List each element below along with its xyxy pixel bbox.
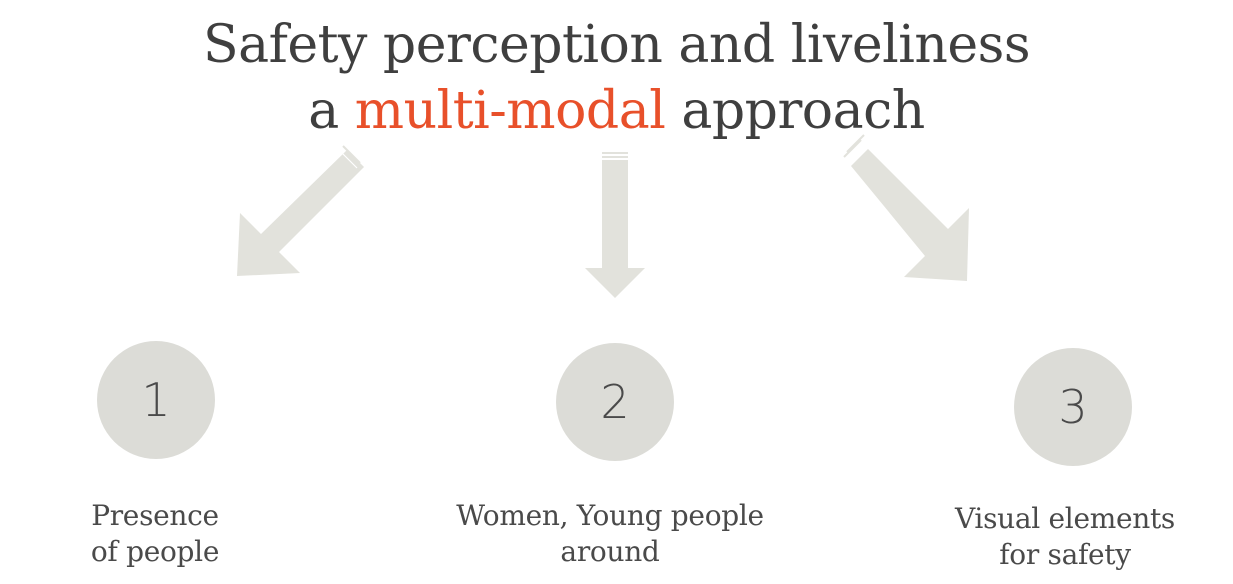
arrow-down-right-icon	[843, 134, 969, 281]
title-accent: multi-modal	[354, 81, 666, 141]
step-1-caption-line-1: Presence	[91, 499, 219, 532]
step-3-circle: 3	[1014, 348, 1132, 466]
step-2-caption-line-2: around	[560, 535, 660, 568]
arrow-down-icon	[585, 152, 645, 298]
title-line-2: a multi-modal approach	[0, 80, 1233, 142]
step-1-number: 1	[141, 373, 171, 427]
step-3-caption: Visual elements for safety	[920, 501, 1210, 573]
step-2-caption-line-1: Women, Young people	[456, 499, 764, 532]
arrow-down-left-icon	[237, 145, 364, 276]
step-2-caption: Women, Young people around	[420, 498, 800, 570]
step-1-caption: Presence of people	[40, 498, 270, 570]
step-3-number: 3	[1058, 380, 1088, 434]
step-3-caption-line-1: Visual elements	[954, 502, 1175, 535]
title-line-1: Safety perception and liveliness	[202, 15, 1031, 75]
step-2-circle: 2	[556, 343, 674, 461]
title-prefix: a	[308, 81, 355, 141]
step-1-caption-line-2: of people	[90, 535, 220, 568]
step-2-number: 2	[600, 375, 630, 429]
step-3-caption-line-2: for safety	[999, 538, 1131, 571]
step-1-circle: 1	[97, 341, 215, 459]
title-suffix: approach	[665, 81, 925, 141]
